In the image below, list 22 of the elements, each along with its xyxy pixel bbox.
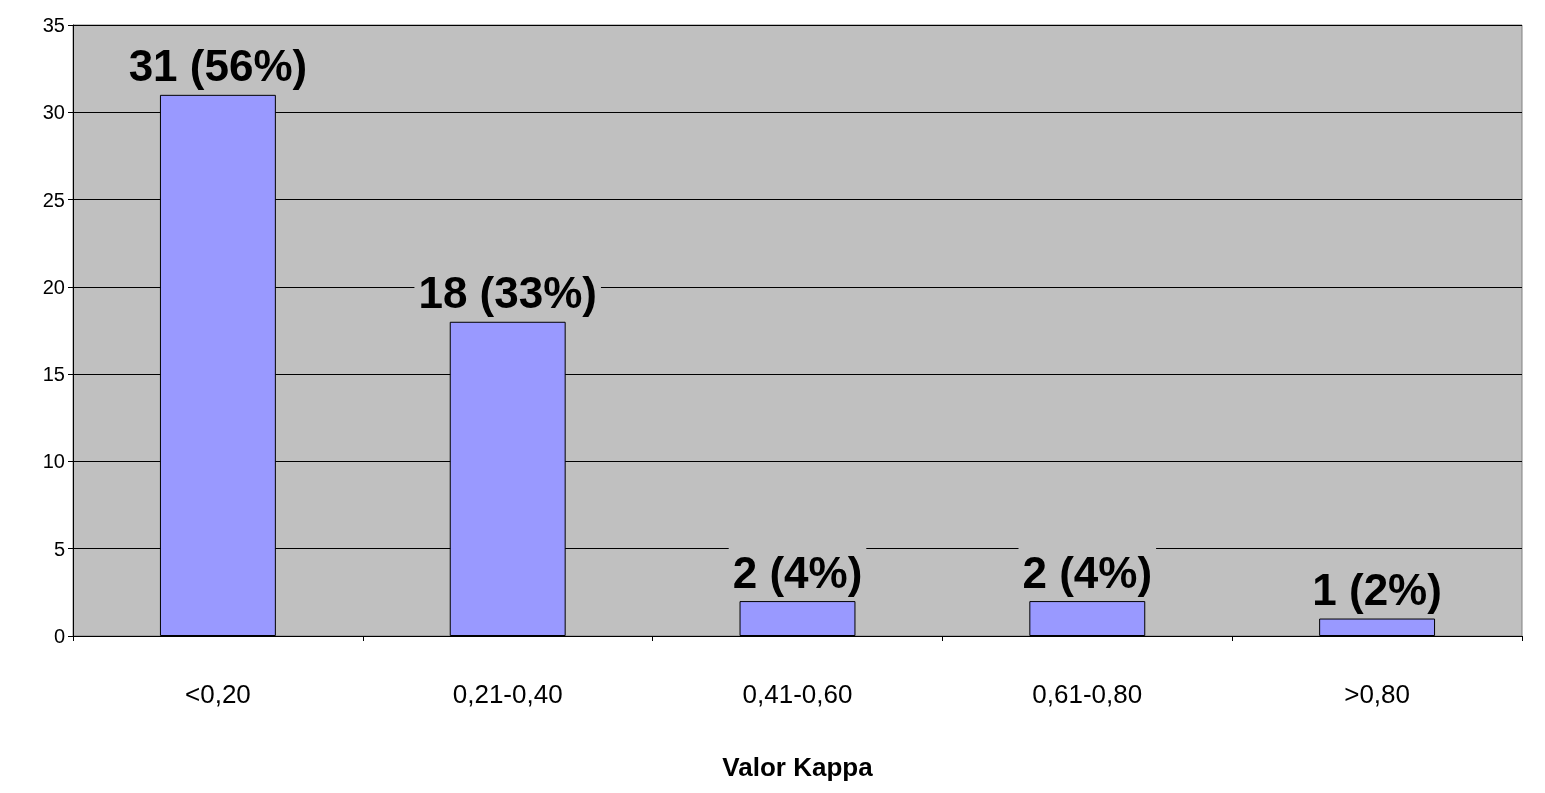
data-label: 31 (56%) xyxy=(128,41,308,91)
data-label: 2 (4%) xyxy=(732,547,863,597)
x-axis-title: Valor Kappa xyxy=(722,752,874,782)
x-tick-label: 0,41-0,60 xyxy=(742,679,853,709)
data-label: 1 (2%) xyxy=(1312,565,1442,615)
y-tick-label: 30 xyxy=(42,101,65,124)
x-tick-label: 0,61-0,80 xyxy=(1032,679,1143,709)
bar xyxy=(1029,601,1146,636)
y-tick-label: 20 xyxy=(42,275,65,298)
y-tick-label: 10 xyxy=(42,450,65,473)
y-tick-label: 35 xyxy=(42,14,65,36)
x-tick-label: >0,80 xyxy=(1344,679,1410,709)
y-tick-label: 25 xyxy=(42,188,65,211)
x-tick-label: <0,20 xyxy=(185,679,251,709)
bar xyxy=(1319,618,1436,636)
data-label: 18 (33%) xyxy=(418,268,597,318)
x-tick-label: 0,21-0,40 xyxy=(452,679,563,709)
y-tick-label: 0 xyxy=(53,625,65,647)
y-tick-label: 5 xyxy=(53,537,65,560)
data-label: 2 (4%) xyxy=(1022,547,1153,597)
y-tick-label: 15 xyxy=(42,363,65,386)
bar xyxy=(739,601,856,636)
